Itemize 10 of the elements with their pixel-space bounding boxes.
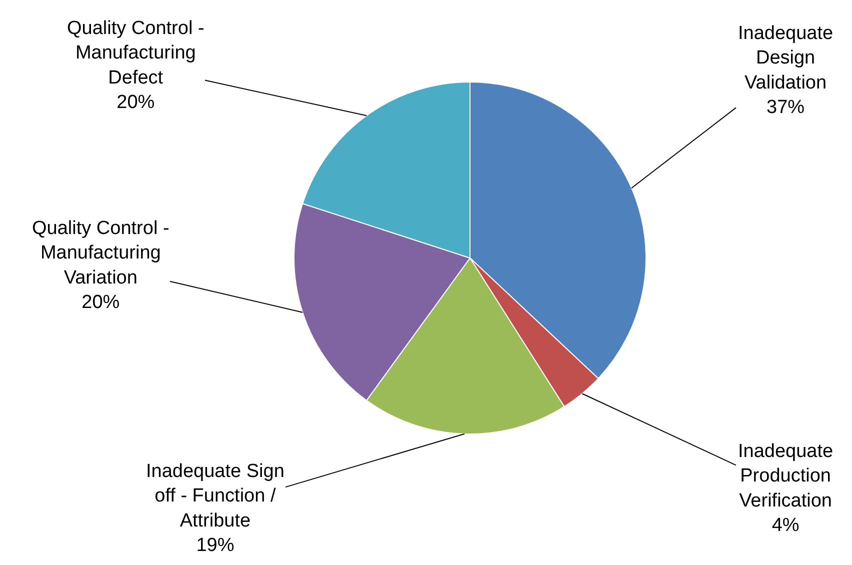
slice-label: Quality Control - Manufacturing Variation <box>32 218 170 288</box>
slice-label: Inadequate Design Validation <box>738 23 834 94</box>
data-label: 4% <box>772 515 800 536</box>
slice-label: Inadequate Sign off - Function / Attribute <box>146 461 284 532</box>
data-label: 20% <box>116 92 155 114</box>
slice-label: Inadequate Production Verification <box>738 441 834 512</box>
data-label: 19% <box>196 535 234 556</box>
data-label: 20% <box>82 292 120 314</box>
slice-label: Quality Control - Manufacturing Defect <box>67 18 204 88</box>
data-label: 37% <box>766 97 805 118</box>
